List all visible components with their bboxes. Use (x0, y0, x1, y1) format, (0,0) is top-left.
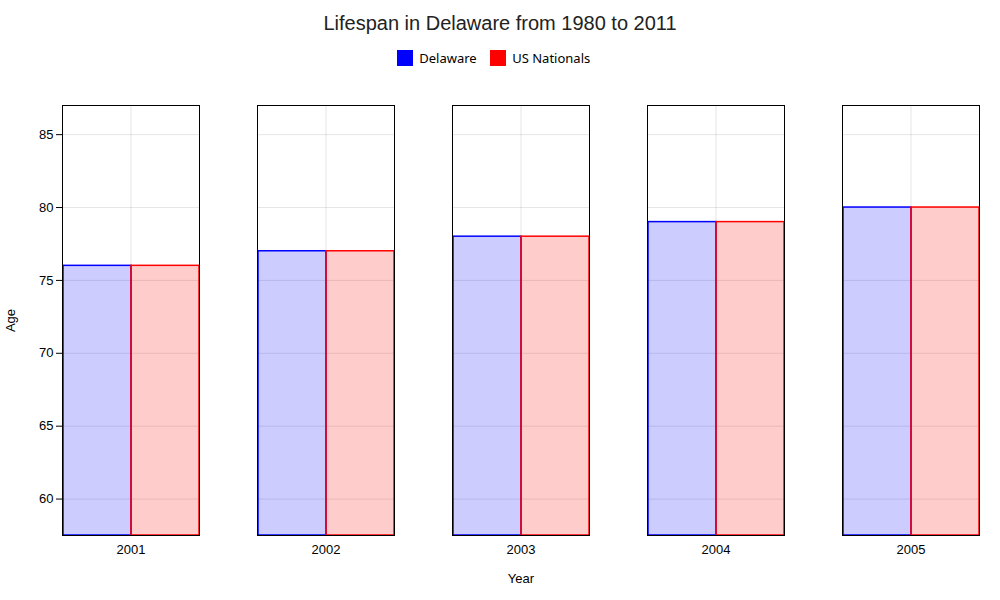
svg-text:Age: Age (3, 308, 18, 331)
svg-text:Year: Year (508, 570, 535, 585)
svg-text:2005: 2005 (897, 541, 926, 556)
svg-text:80: 80 (39, 199, 53, 214)
svg-text:85: 85 (39, 126, 53, 141)
svg-text:60: 60 (39, 491, 53, 506)
svg-text:75: 75 (39, 272, 53, 287)
svg-text:2002: 2002 (312, 541, 341, 556)
svg-text:2001: 2001 (117, 541, 146, 556)
html-text:Lifespan in Delaware from 1980: Lifespan in Delaware from 1980 to 2011 (323, 12, 677, 34)
svg-text:70: 70 (39, 345, 53, 360)
svg-text:2003: 2003 (507, 541, 536, 556)
svg-text:65: 65 (39, 418, 53, 433)
html-text:Delaware: Delaware (419, 48, 477, 67)
svg-text:2004: 2004 (702, 541, 731, 556)
html-text:US Nationals: US Nationals (512, 48, 591, 67)
